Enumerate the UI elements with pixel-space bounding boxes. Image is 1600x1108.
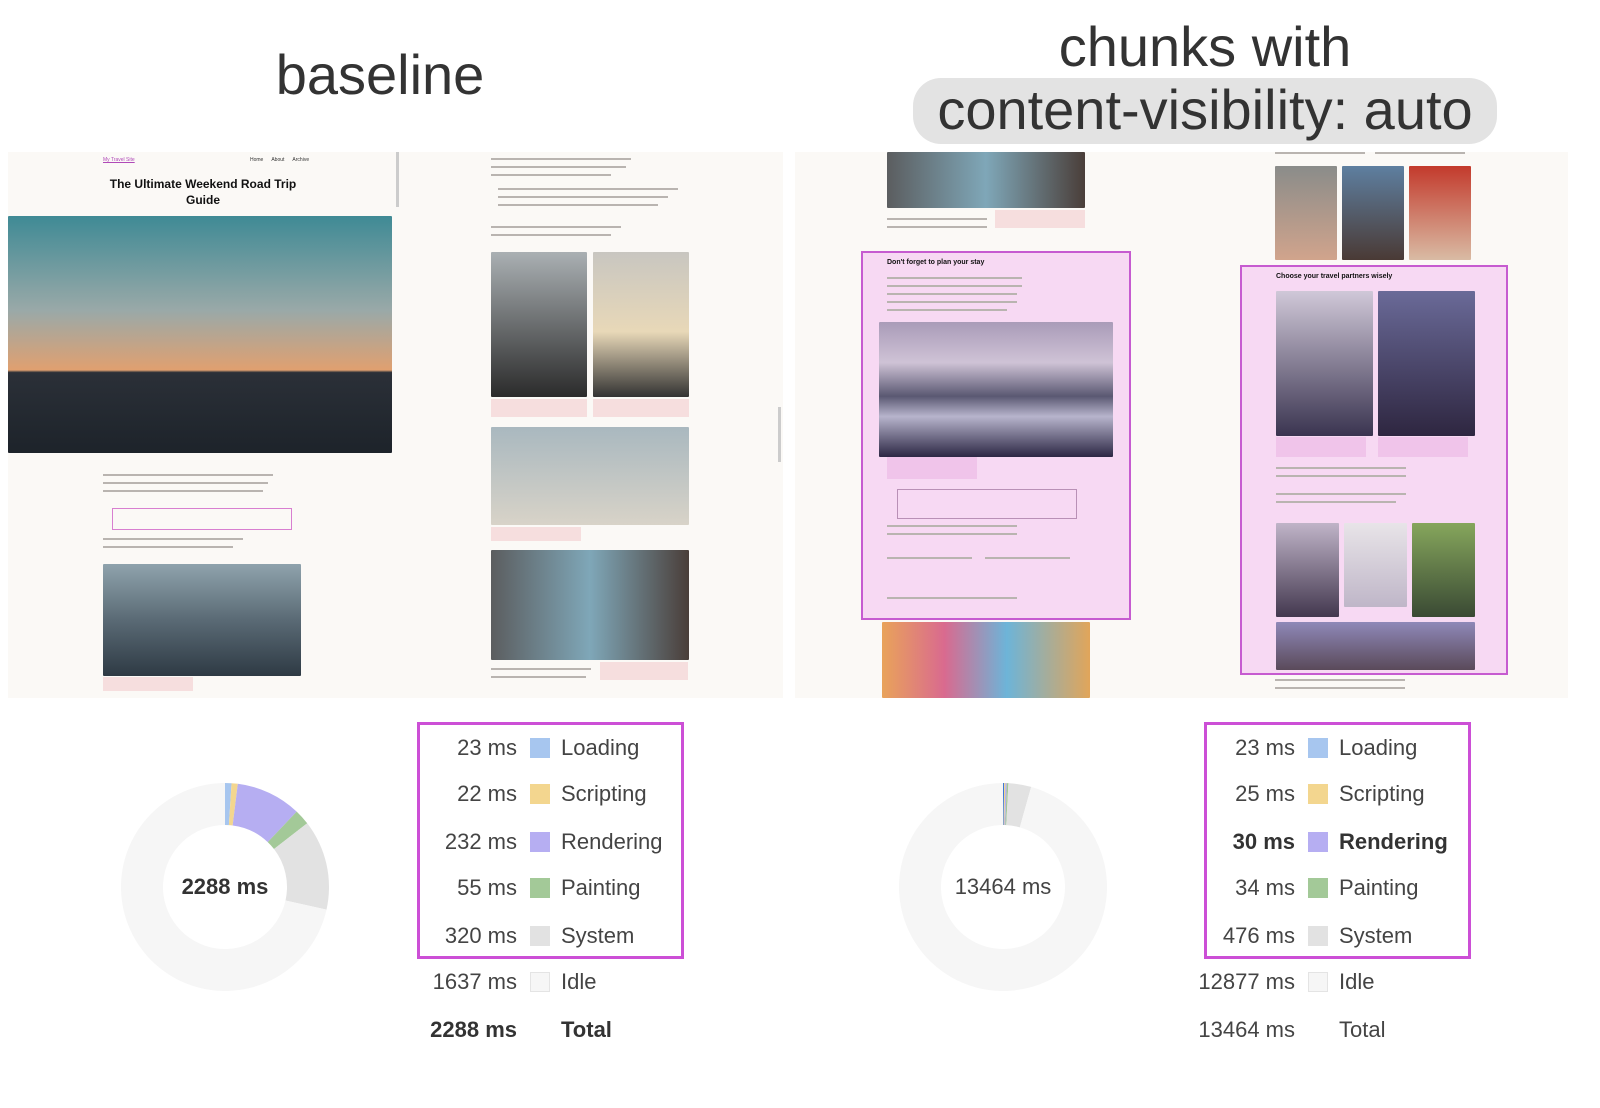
legend-swatch-system bbox=[1308, 926, 1328, 946]
baseline-legend-highlight bbox=[417, 722, 684, 959]
legend-label-system: System bbox=[1339, 923, 1413, 948]
legend-value-painting: 55 ms bbox=[457, 875, 517, 900]
legend-label-loading: Loading bbox=[561, 735, 640, 760]
cv-title-line2: content-visibility: auto bbox=[913, 78, 1497, 144]
chunk-highlight-1: Don't forget to plan your stay bbox=[861, 251, 1131, 620]
legend-swatch-idle bbox=[530, 972, 550, 992]
legend-swatch-painting bbox=[530, 878, 550, 898]
legend-label-scripting: Scripting bbox=[561, 781, 647, 806]
legend-swatch-loading bbox=[1308, 738, 1328, 758]
mountain-lake-image bbox=[879, 322, 1113, 457]
donut-charts bbox=[121, 783, 1107, 991]
legend-label-rendering: Rendering bbox=[561, 829, 663, 854]
legend-swatch-loading bbox=[530, 738, 550, 758]
legend-value-loading: 23 ms bbox=[1235, 735, 1295, 760]
legend-swatch-system bbox=[530, 926, 550, 946]
mountain-image bbox=[103, 564, 301, 676]
legend-total-label: Total bbox=[1339, 1017, 1386, 1042]
photo-city-view bbox=[1342, 166, 1404, 260]
legend-label-scripting: Scripting bbox=[1339, 781, 1425, 806]
legend-value-rendering: 30 ms bbox=[1232, 829, 1295, 854]
legend-label-idle: Idle bbox=[1339, 969, 1375, 994]
nav-about[interactable]: About bbox=[271, 157, 285, 163]
legend-label-idle: Idle bbox=[561, 969, 597, 994]
legend-label-system: System bbox=[561, 923, 635, 948]
photo-colorful-street bbox=[882, 622, 1090, 698]
legend-label-rendering: Rendering bbox=[1339, 829, 1448, 854]
legend-value-scripting: 22 ms bbox=[457, 781, 517, 806]
donut-slice-idle bbox=[121, 783, 327, 991]
legend-swatch-idle bbox=[1308, 972, 1328, 992]
legend-value-rendering: 232 ms bbox=[444, 829, 517, 854]
photo-partner-dog bbox=[1276, 291, 1373, 436]
nav-home[interactable]: Home bbox=[250, 157, 264, 163]
photo-sunset-person bbox=[593, 252, 689, 397]
donut-slice-painting bbox=[267, 811, 308, 850]
legend-value-idle: 1637 ms bbox=[432, 969, 517, 994]
legend-value-system: 320 ms bbox=[444, 923, 517, 948]
scrollbar-right[interactable] bbox=[778, 407, 781, 462]
legend-label-loading: Loading bbox=[1339, 735, 1418, 760]
cv-donut bbox=[899, 783, 1107, 991]
photo-street bbox=[491, 550, 689, 660]
donut-slice-scripting bbox=[228, 783, 238, 826]
legend-swatch-rendering bbox=[530, 832, 550, 852]
photo-food bbox=[1409, 166, 1471, 260]
cv-donut-center-label: 13464 ms bbox=[954, 874, 1052, 899]
legend-value-scripting: 25 ms bbox=[1235, 781, 1295, 806]
article-heading: The Ultimate Weekend Road Trip Guide bbox=[109, 177, 297, 207]
legend-label-painting: Painting bbox=[1339, 875, 1419, 900]
donut-slice-idle bbox=[899, 783, 1107, 991]
legend-value-loading: 23 ms bbox=[457, 735, 517, 760]
donut-slice-system bbox=[1006, 783, 1032, 828]
chunk-highlight-2: Choose your travel partners wisely bbox=[1240, 265, 1508, 675]
baseline-page-screenshot: My Travel Site Home About Archive The Ul… bbox=[8, 152, 783, 698]
legend-value-system: 476 ms bbox=[1222, 923, 1295, 948]
photo-motorbike bbox=[491, 252, 587, 397]
photo-partner-window bbox=[1378, 291, 1475, 436]
baseline-title: baseline bbox=[275, 43, 485, 106]
nav-archive[interactable]: Archive bbox=[292, 157, 310, 163]
photo-portrait bbox=[1275, 166, 1337, 260]
cv-page-screenshot: Don't forget to plan your stay Choose yo… bbox=[795, 152, 1568, 698]
donut-slice-rendering bbox=[232, 783, 297, 843]
cv-legend-highlight bbox=[1204, 722, 1471, 959]
donut-slice-system bbox=[273, 823, 330, 910]
site-name-link[interactable]: My Travel Site bbox=[103, 157, 135, 163]
legend-total-value: 2288 ms bbox=[430, 1017, 517, 1042]
section-heading-partners: Choose your travel partners wisely bbox=[1276, 273, 1393, 280]
cv-title-line1: chunks with bbox=[1058, 15, 1352, 78]
section-heading-stay: Don't forget to plan your stay bbox=[887, 259, 985, 266]
legend-label-painting: Painting bbox=[561, 875, 641, 900]
legend-swatch-scripting bbox=[1308, 784, 1328, 804]
donut-slice-scripting bbox=[1003, 783, 1006, 826]
scrollbar[interactable] bbox=[396, 152, 399, 207]
donut-slice-rendering bbox=[1004, 783, 1007, 826]
legend-value-painting: 34 ms bbox=[1235, 875, 1295, 900]
legend-total-value: 13464 ms bbox=[1198, 1017, 1295, 1042]
baseline-donut bbox=[121, 783, 330, 991]
donut-slice-painting bbox=[1005, 783, 1009, 826]
legend-total-label: Total bbox=[561, 1017, 612, 1042]
donut-slice-loading bbox=[1003, 783, 1005, 826]
baseline-donut-center-label: 2288 ms bbox=[181, 874, 269, 899]
legend-swatch-painting bbox=[1308, 878, 1328, 898]
photo-beach bbox=[491, 427, 689, 525]
hero-image bbox=[8, 216, 392, 453]
legend-value-idle: 12877 ms bbox=[1198, 969, 1295, 994]
legend-swatch-rendering bbox=[1308, 832, 1328, 852]
legend-swatch-scripting bbox=[530, 784, 550, 804]
donut-slice-loading bbox=[225, 783, 232, 826]
